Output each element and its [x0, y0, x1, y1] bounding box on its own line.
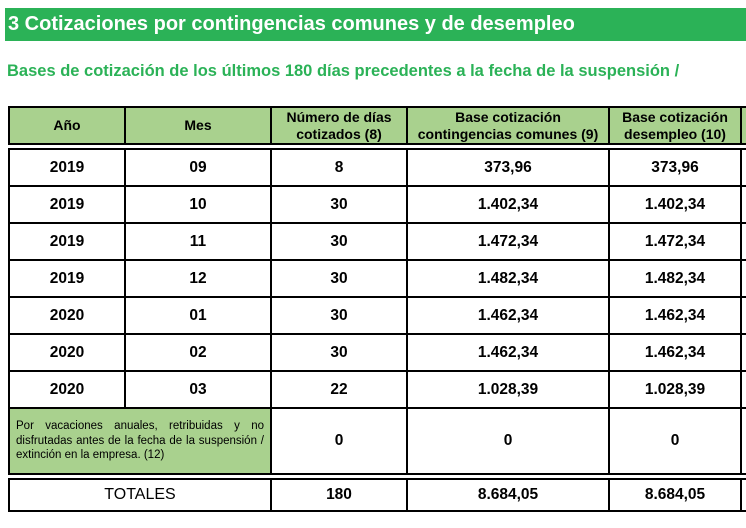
cell-base-unemployment: 1.402,34	[608, 185, 742, 224]
table-header-row: Año Mes Número de días cotizados (8) Bas…	[8, 106, 746, 145]
header-base-unemployment-line2: desempleo (10)	[624, 125, 726, 142]
cell-truncated	[740, 333, 746, 372]
cell-days: 30	[270, 185, 408, 224]
header-base-unemployment-line1: Base cotización	[622, 108, 728, 125]
cell-base-unemployment: 1.482,34	[608, 259, 742, 298]
header-base-common-line1: Base cotización	[455, 108, 561, 125]
cell-year: 2019	[8, 185, 126, 224]
cell-days: 22	[270, 370, 408, 409]
cell-base-common: 373,96	[406, 148, 610, 187]
table-row: 2020 02 30 1.462,34 1.462,34	[8, 333, 746, 372]
table-row: 2019 09 8 373,96 373,96	[8, 148, 746, 187]
vacation-row: Por vacaciones anuales, retribuidas y no…	[8, 407, 746, 475]
table-row: 2020 01 30 1.462,34 1.462,34	[8, 296, 746, 335]
vacation-base-unemployment: 0	[608, 407, 742, 475]
cell-truncated	[740, 407, 746, 475]
cell-base-common: 1.462,34	[406, 333, 610, 372]
cell-month: 01	[124, 296, 272, 335]
cell-truncated	[740, 185, 746, 224]
cell-days: 30	[270, 296, 408, 335]
section-subtitle: Bases de cotización de los últimos 180 d…	[7, 62, 680, 80]
header-gap	[9, 143, 746, 150]
totals-label: TOTALES	[8, 478, 272, 512]
cell-year: 2019	[8, 259, 126, 298]
header-month: Mes	[124, 106, 272, 145]
cell-month: 10	[124, 185, 272, 224]
cell-base-common: 1.482,34	[406, 259, 610, 298]
cell-year: 2019	[8, 148, 126, 187]
header-days: Número de días cotizados (8)	[270, 106, 408, 145]
header-days-line2: cotizados (8)	[296, 125, 382, 142]
section-title: 3 Cotizaciones por contingencias comunes…	[5, 8, 746, 41]
cell-month: 12	[124, 259, 272, 298]
cell-days: 30	[270, 222, 408, 261]
header-base-unemployment: Base cotización desempleo (10)	[608, 106, 742, 145]
table-row: 2019 12 30 1.482,34 1.482,34	[8, 259, 746, 298]
header-year: Año	[8, 106, 126, 145]
totals-days: 180	[270, 478, 408, 512]
totals-gap	[9, 473, 746, 480]
vacation-days: 0	[270, 407, 408, 475]
cell-year: 2020	[8, 370, 126, 409]
contributions-table: Año Mes Número de días cotizados (8) Bas…	[8, 106, 746, 512]
cell-month: 03	[124, 370, 272, 409]
vacation-label: Por vacaciones anuales, retribuidas y no…	[8, 407, 272, 475]
cell-base-unemployment: 1.028,39	[608, 370, 742, 409]
cell-base-common: 1.472,34	[406, 222, 610, 261]
cell-days: 30	[270, 333, 408, 372]
cell-days: 8	[270, 148, 408, 187]
cell-base-common: 1.402,34	[406, 185, 610, 224]
vacation-base-common: 0	[406, 407, 610, 475]
cell-month: 09	[124, 148, 272, 187]
cell-truncated	[740, 370, 746, 409]
header-base-common-line2: contingencias comunes (9)	[417, 125, 599, 142]
cell-base-unemployment: 1.462,34	[608, 296, 742, 335]
totals-base-common: 8.684,05	[406, 478, 610, 512]
cell-truncated	[740, 222, 746, 261]
cell-base-unemployment: 1.472,34	[608, 222, 742, 261]
totals-row: TOTALES 180 8.684,05 8.684,05	[8, 478, 746, 512]
totals-base-unemployment: 8.684,05	[608, 478, 742, 512]
cell-month: 02	[124, 333, 272, 372]
cell-truncated	[740, 259, 746, 298]
cell-month: 11	[124, 222, 272, 261]
cell-base-unemployment: 373,96	[608, 148, 742, 187]
cell-truncated	[740, 148, 746, 187]
cell-year: 2020	[8, 296, 126, 335]
header-truncated-column	[740, 106, 746, 145]
table-row: 2019 11 30 1.472,34 1.472,34	[8, 222, 746, 261]
cell-base-common: 1.028,39	[406, 370, 610, 409]
header-base-common: Base cotización contingencias comunes (9…	[406, 106, 610, 145]
table-row: 2020 03 22 1.028,39 1.028,39	[8, 370, 746, 409]
cell-days: 30	[270, 259, 408, 298]
cell-truncated	[740, 296, 746, 335]
cell-base-unemployment: 1.462,34	[608, 333, 742, 372]
table-row: 2019 10 30 1.402,34 1.402,34	[8, 185, 746, 224]
cell-year: 2019	[8, 222, 126, 261]
cell-base-common: 1.462,34	[406, 296, 610, 335]
cell-year: 2020	[8, 333, 126, 372]
header-days-line1: Número de días	[286, 108, 392, 125]
cell-truncated	[740, 478, 746, 512]
